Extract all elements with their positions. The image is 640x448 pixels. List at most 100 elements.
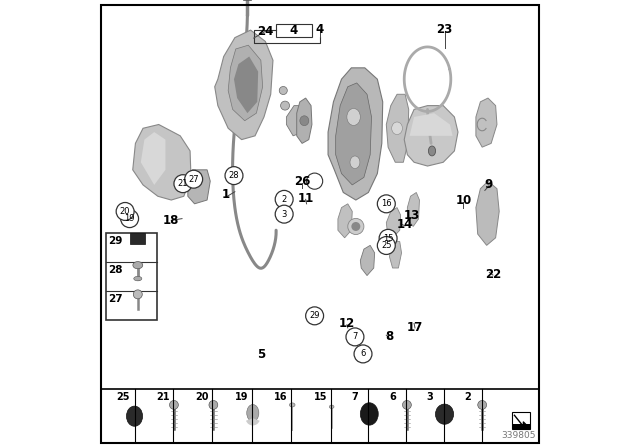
Circle shape (275, 190, 293, 208)
Polygon shape (141, 132, 165, 185)
Text: 2: 2 (464, 392, 471, 402)
Ellipse shape (435, 404, 454, 424)
Text: 2: 2 (282, 195, 287, 204)
Text: 19: 19 (235, 392, 248, 402)
Text: 18: 18 (163, 214, 179, 227)
Text: 28: 28 (228, 171, 239, 180)
Polygon shape (476, 181, 499, 246)
Text: 22: 22 (485, 267, 501, 281)
Circle shape (116, 202, 134, 220)
Circle shape (275, 205, 293, 223)
Circle shape (351, 222, 360, 231)
Polygon shape (188, 170, 210, 204)
Text: 3: 3 (427, 392, 433, 402)
Circle shape (354, 345, 372, 363)
Polygon shape (234, 56, 258, 113)
Circle shape (378, 237, 396, 254)
Ellipse shape (289, 403, 295, 407)
Polygon shape (287, 106, 306, 136)
Text: 9: 9 (484, 178, 493, 191)
Text: 16: 16 (381, 199, 392, 208)
Ellipse shape (229, 171, 239, 184)
Text: 28: 28 (108, 265, 123, 275)
Wedge shape (246, 418, 260, 426)
Text: 27: 27 (108, 294, 123, 305)
Circle shape (174, 175, 192, 193)
Polygon shape (407, 193, 419, 227)
Text: 339805: 339805 (501, 431, 536, 440)
Circle shape (225, 167, 243, 185)
Circle shape (346, 328, 364, 346)
Circle shape (279, 86, 287, 95)
Text: 19: 19 (124, 214, 135, 223)
Ellipse shape (247, 405, 259, 422)
Text: 16: 16 (275, 392, 288, 402)
Text: 24: 24 (257, 25, 273, 38)
Text: 17: 17 (407, 320, 423, 334)
Circle shape (306, 307, 324, 325)
Text: 7: 7 (352, 332, 358, 341)
Text: 15: 15 (314, 392, 327, 402)
Polygon shape (410, 113, 452, 136)
Polygon shape (360, 246, 374, 276)
Polygon shape (476, 98, 497, 147)
Text: 8: 8 (385, 330, 394, 344)
Ellipse shape (209, 401, 218, 409)
Ellipse shape (300, 116, 309, 125)
Text: 3: 3 (282, 210, 287, 219)
Bar (130, 233, 145, 244)
Polygon shape (228, 45, 262, 121)
Circle shape (121, 210, 139, 228)
Polygon shape (387, 94, 409, 162)
Ellipse shape (392, 122, 403, 134)
Text: 20: 20 (195, 392, 209, 402)
Ellipse shape (170, 401, 179, 409)
Ellipse shape (134, 276, 142, 281)
Polygon shape (297, 98, 312, 143)
Text: 14: 14 (397, 217, 413, 231)
Ellipse shape (133, 262, 143, 269)
Text: 12: 12 (339, 317, 355, 330)
Ellipse shape (350, 156, 360, 168)
Polygon shape (338, 204, 352, 238)
Text: 27: 27 (188, 175, 199, 184)
Text: 4: 4 (290, 24, 298, 37)
Polygon shape (132, 125, 191, 200)
Circle shape (379, 229, 397, 247)
Text: 4: 4 (316, 22, 324, 36)
Circle shape (307, 173, 323, 189)
Text: 21: 21 (156, 392, 170, 402)
Ellipse shape (477, 401, 486, 409)
Bar (512, 424, 530, 429)
Ellipse shape (133, 290, 142, 299)
Text: 23: 23 (436, 22, 452, 36)
Polygon shape (328, 68, 383, 200)
Text: 5: 5 (257, 348, 265, 362)
Text: 11: 11 (298, 191, 314, 205)
Bar (276, 24, 312, 37)
Text: 13: 13 (404, 209, 420, 223)
Text: 20: 20 (120, 207, 131, 216)
Ellipse shape (360, 403, 378, 425)
Polygon shape (404, 106, 458, 166)
Ellipse shape (428, 146, 436, 156)
Text: 7: 7 (351, 392, 358, 402)
Text: 29: 29 (108, 236, 122, 246)
Ellipse shape (127, 406, 143, 426)
Text: 21: 21 (178, 179, 188, 188)
Circle shape (280, 101, 289, 110)
Circle shape (378, 195, 396, 213)
Text: 25: 25 (381, 241, 392, 250)
Circle shape (348, 219, 364, 235)
Text: 1: 1 (222, 188, 230, 202)
Text: 6: 6 (360, 349, 365, 358)
Text: 25: 25 (116, 392, 130, 402)
Polygon shape (389, 241, 401, 268)
Ellipse shape (347, 108, 360, 125)
Text: 6: 6 (389, 392, 396, 402)
Polygon shape (387, 207, 401, 238)
Text: 26: 26 (294, 175, 310, 188)
Circle shape (185, 170, 203, 188)
Polygon shape (336, 83, 371, 185)
Polygon shape (215, 30, 273, 140)
